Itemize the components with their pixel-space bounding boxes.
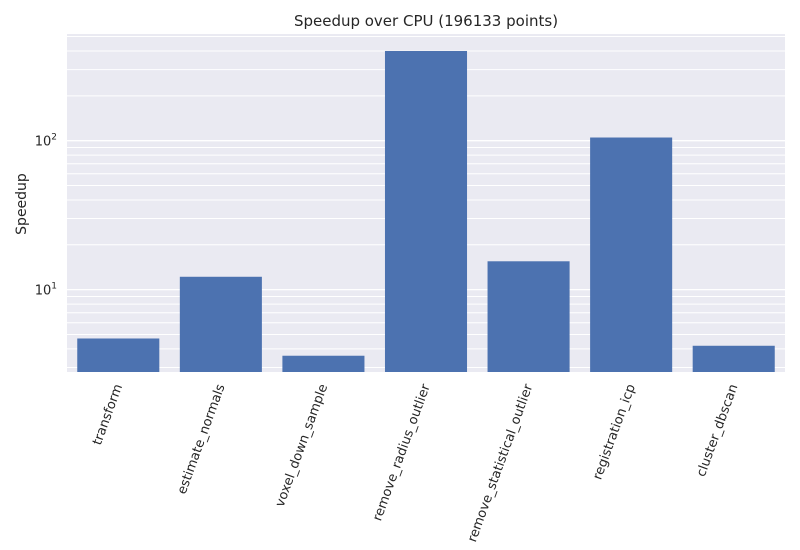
x-tick-label: voxel_down_sample (273, 382, 331, 509)
bars (77, 50, 775, 373)
bar-registration-icp (590, 137, 673, 372)
chart-title: Speedup over CPU (196133 points) (294, 12, 558, 30)
y-axis-label: Speedup (14, 173, 30, 235)
bar-estimate-normals (179, 276, 262, 372)
bar-remove-statistical-outlier (487, 261, 570, 372)
x-tick-label: registration_icp (590, 382, 638, 482)
y-tick-labels: 101 102 (35, 133, 57, 299)
x-tick-label: transform (90, 382, 126, 447)
x-tick-label: remove_statistical_outlier (465, 382, 536, 545)
bar-transform (77, 338, 160, 372)
bar-voxel-down-sample (282, 355, 365, 372)
bar-cluster-dbscan (692, 345, 775, 372)
bar-remove-radius-outlier (384, 50, 468, 373)
x-tick-label: remove_radius_outlier (370, 382, 434, 523)
y-tick-label: 102 (35, 133, 57, 150)
x-tick-label: cluster_dbscan (694, 382, 741, 479)
x-tick-label: estimate_normals (175, 382, 229, 496)
x-tick-labels: transform estimate_normals voxel_down_samp… (90, 382, 741, 545)
y-tick-label: 101 (35, 282, 57, 299)
